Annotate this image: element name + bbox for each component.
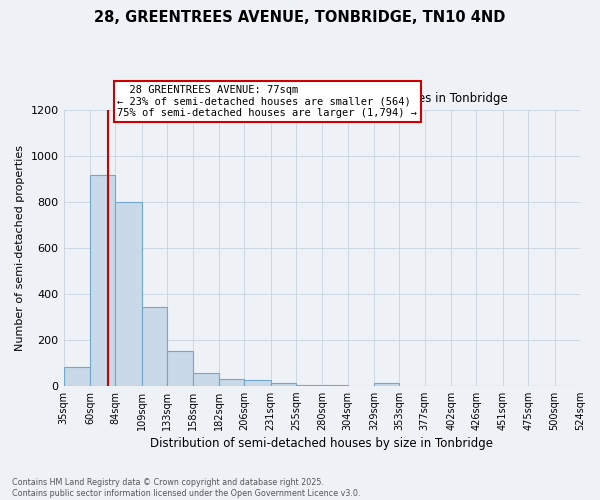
Bar — [64, 368, 90, 386]
Bar — [271, 384, 296, 386]
Bar — [296, 384, 322, 386]
Y-axis label: Number of semi-detached properties: Number of semi-detached properties — [15, 145, 25, 351]
Text: 28 GREENTREES AVENUE: 77sqm
← 23% of semi-detached houses are smaller (564)
75% : 28 GREENTREES AVENUE: 77sqm ← 23% of sem… — [118, 85, 418, 118]
Text: 28, GREENTREES AVENUE, TONBRIDGE, TN10 4ND: 28, GREENTREES AVENUE, TONBRIDGE, TN10 4… — [94, 10, 506, 25]
Title: Size of property relative to semi-detached houses in Tonbridge: Size of property relative to semi-detach… — [136, 92, 508, 105]
Bar — [219, 379, 244, 386]
Bar — [244, 380, 271, 386]
Bar — [167, 352, 193, 386]
Text: Contains HM Land Registry data © Crown copyright and database right 2025.
Contai: Contains HM Land Registry data © Crown c… — [12, 478, 361, 498]
Bar — [374, 384, 400, 386]
Bar — [90, 174, 115, 386]
Bar — [193, 373, 219, 386]
Bar — [142, 306, 167, 386]
X-axis label: Distribution of semi-detached houses by size in Tonbridge: Distribution of semi-detached houses by … — [150, 437, 493, 450]
Bar — [115, 202, 142, 386]
Bar — [322, 384, 347, 386]
